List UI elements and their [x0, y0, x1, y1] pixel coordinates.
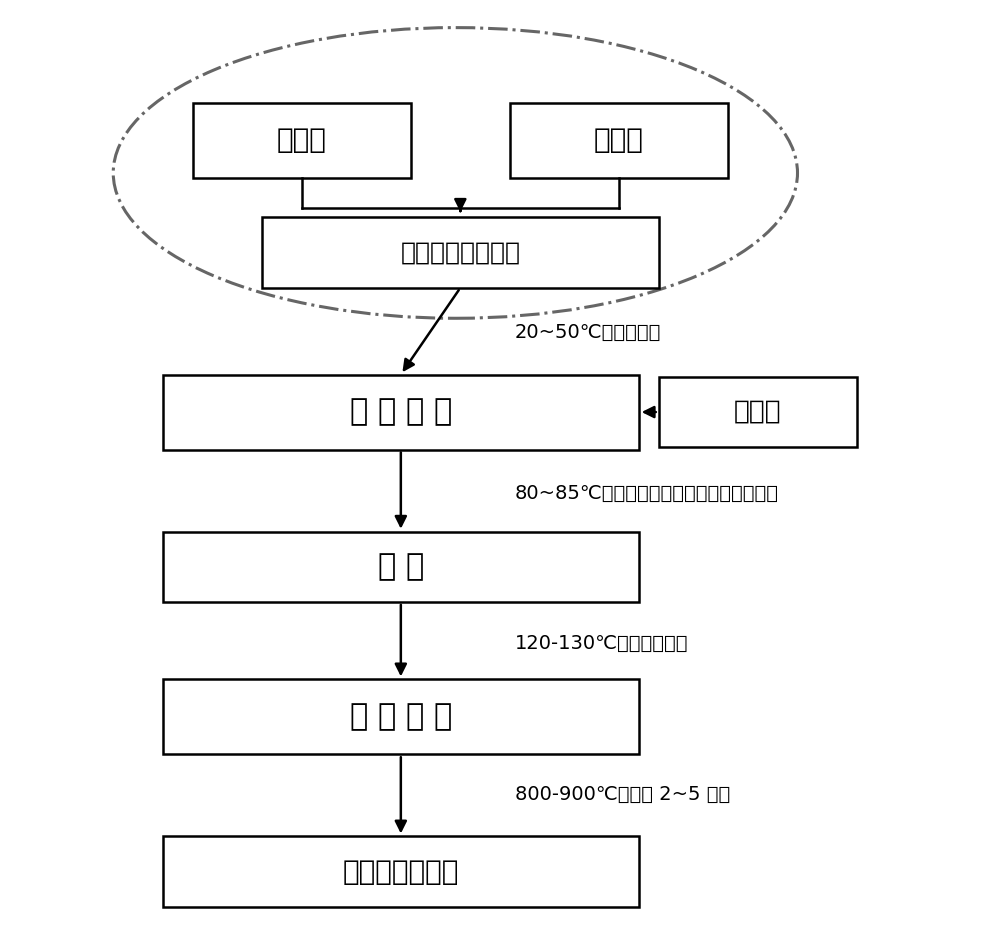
Text: 柠檬酸与去离子水: 柠檬酸与去离子水 — [400, 240, 520, 265]
Text: 混 合 溶 液: 混 合 溶 液 — [350, 397, 452, 427]
FancyBboxPatch shape — [659, 377, 857, 447]
Text: 120-130℃下烘干后研磨: 120-130℃下烘干后研磨 — [515, 634, 688, 653]
Text: 80~85℃水浴恒温中搔拌成糊状后蒸发脱水: 80~85℃水浴恒温中搔拌成糊状后蒸发脱水 — [515, 484, 779, 503]
FancyBboxPatch shape — [262, 218, 659, 288]
Text: 乙二醇: 乙二醇 — [734, 399, 782, 425]
Text: 改性钓基吸收剂: 改性钓基吸收剂 — [343, 857, 459, 885]
FancyBboxPatch shape — [193, 102, 411, 178]
Text: 20~50℃下搔拌溢解: 20~50℃下搔拌溢解 — [515, 323, 661, 342]
Text: 碷酸钓: 碷酸钓 — [277, 126, 327, 154]
FancyBboxPatch shape — [510, 102, 728, 178]
FancyBboxPatch shape — [163, 375, 639, 449]
FancyBboxPatch shape — [163, 836, 639, 906]
FancyBboxPatch shape — [163, 679, 639, 754]
FancyBboxPatch shape — [163, 532, 639, 602]
Text: 碷酸镈: 碷酸镈 — [594, 126, 644, 154]
Text: 凝 胶: 凝 胶 — [378, 552, 424, 581]
Text: 800-900℃下锻烧 2~5 小时: 800-900℃下锻烧 2~5 小时 — [515, 785, 730, 804]
Text: 固 体 粉 末: 固 体 粉 末 — [350, 702, 452, 731]
